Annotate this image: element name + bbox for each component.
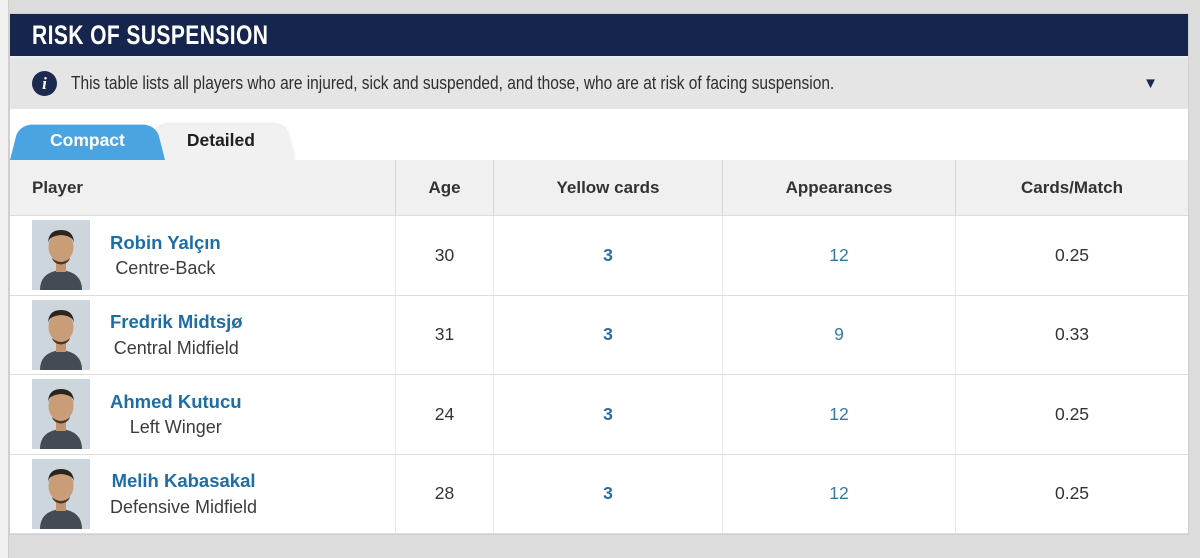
table-header-row: Player Age Yellow cards Appearances Card… bbox=[10, 160, 1188, 216]
player-name-link[interactable]: Melih Kabasakal bbox=[111, 470, 256, 491]
player-cell: Melih Kabasakal Defensive Midfield bbox=[10, 455, 395, 534]
age-cell: 24 bbox=[395, 375, 493, 454]
cards-per-match-cell: 0.33 bbox=[955, 295, 1188, 374]
player-name-link[interactable]: Robin Yalçın bbox=[110, 231, 221, 253]
table-row: Ahmed Kutucu Left Winger 24 3 12 0.25 bbox=[10, 375, 1188, 455]
player-name-link[interactable]: Fredrik Midtsjø bbox=[110, 311, 243, 332]
tab-compact[interactable]: Compact bbox=[10, 120, 165, 160]
section-title: RISK OF SUSPENSION bbox=[32, 19, 269, 50]
age-cell: 30 bbox=[395, 216, 493, 295]
cards-per-match-cell: 0.25 bbox=[955, 454, 1188, 533]
column-header-age: Age bbox=[395, 160, 493, 215]
table-row: Fredrik Midtsjø Central Midfield 31 3 9 … bbox=[10, 295, 1188, 375]
player-cell: Ahmed Kutucu Left Winger bbox=[10, 375, 395, 454]
info-icon: i bbox=[32, 71, 57, 96]
suspension-table: Player Age Yellow cards Appearances Card… bbox=[10, 160, 1188, 534]
player-position: Left Winger bbox=[129, 417, 222, 437]
appearances-cell[interactable]: 12 bbox=[722, 454, 955, 533]
info-bar: i This table lists all players who are i… bbox=[10, 58, 1188, 109]
player-photo[interactable] bbox=[32, 379, 90, 450]
caret-down-icon[interactable]: ▼ bbox=[1143, 75, 1158, 92]
cards-per-match-cell: 0.25 bbox=[955, 216, 1188, 295]
player-photo[interactable] bbox=[32, 458, 90, 529]
appearances-cell[interactable]: 9 bbox=[722, 295, 955, 374]
player-name-link[interactable]: Ahmed Kutucu bbox=[110, 390, 242, 412]
column-header-appearances: Appearances bbox=[722, 160, 955, 215]
risk-of-suspension-widget: RISK OF SUSPENSION i This table lists al… bbox=[10, 14, 1188, 534]
age-cell: 28 bbox=[395, 454, 493, 533]
table-body: Robin Yalçın Centre-Back 30 3 12 0.25 bbox=[10, 216, 1188, 534]
player-photo[interactable] bbox=[32, 299, 90, 370]
column-header-yellow-cards: Yellow cards bbox=[493, 160, 722, 215]
info-text: This table lists all players who are inj… bbox=[71, 73, 835, 93]
cards-per-match-cell: 0.25 bbox=[955, 375, 1188, 454]
section-header: RISK OF SUSPENSION bbox=[10, 14, 1188, 58]
tab-detailed-label: Detailed bbox=[186, 129, 255, 150]
view-tabs: Compact Detailed bbox=[10, 109, 1188, 160]
appearances-cell[interactable]: 12 bbox=[722, 216, 955, 295]
appearances-cell[interactable]: 12 bbox=[722, 375, 955, 454]
tab-compact-label: Compact bbox=[50, 129, 125, 150]
table-row: Melih Kabasakal Defensive Midfield 28 3 … bbox=[10, 454, 1188, 534]
column-header-cards-match: Cards/Match bbox=[955, 160, 1188, 215]
player-position: Defensive Midfield bbox=[110, 496, 258, 517]
page-left-gutter bbox=[0, 0, 9, 558]
column-header-player: Player bbox=[32, 177, 84, 197]
yellow-cards-cell[interactable]: 3 bbox=[493, 216, 722, 295]
player-photo[interactable] bbox=[32, 220, 90, 291]
yellow-cards-cell[interactable]: 3 bbox=[493, 295, 722, 374]
yellow-cards-cell[interactable]: 3 bbox=[493, 454, 722, 533]
table-row: Robin Yalçın Centre-Back 30 3 12 0.25 bbox=[10, 216, 1188, 296]
player-cell: Robin Yalçın Centre-Back bbox=[10, 216, 395, 295]
player-cell: Fredrik Midtsjø Central Midfield bbox=[10, 296, 395, 375]
player-position: Central Midfield bbox=[113, 337, 239, 358]
tab-detailed[interactable]: Detailed bbox=[147, 120, 295, 160]
player-position: Centre-Back bbox=[115, 258, 216, 278]
age-cell: 31 bbox=[395, 295, 493, 374]
yellow-cards-cell[interactable]: 3 bbox=[493, 375, 722, 454]
